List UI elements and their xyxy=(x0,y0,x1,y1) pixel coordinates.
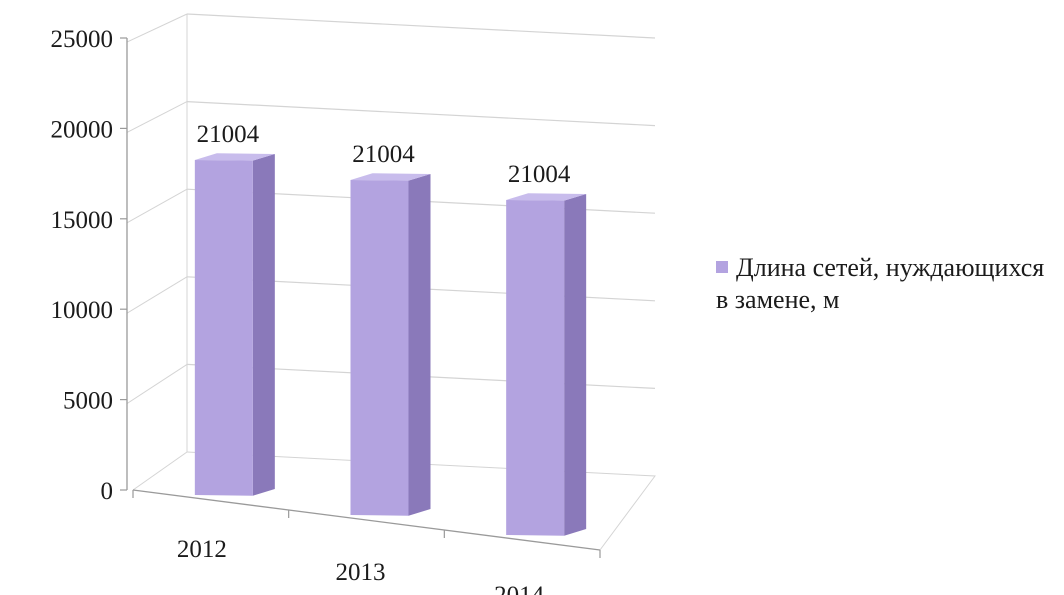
gridline xyxy=(186,13,656,39)
bars xyxy=(194,153,587,536)
bar-top xyxy=(194,153,275,161)
gridline-side xyxy=(126,276,188,314)
data-label: 21004 xyxy=(352,141,415,168)
floor-back-edge xyxy=(186,451,656,551)
bar-front xyxy=(506,199,565,536)
bar-side xyxy=(408,173,431,516)
x-tick-label: 2013 xyxy=(336,559,386,586)
y-tick-label: 10000 xyxy=(51,297,114,324)
bar-top xyxy=(506,193,587,201)
gridline-side xyxy=(126,363,188,405)
data-label: 21004 xyxy=(508,161,571,188)
axes xyxy=(120,37,601,558)
x-tick-label: 2012 xyxy=(177,536,227,563)
data-label: 21004 xyxy=(197,121,260,148)
gridline-side xyxy=(126,101,188,133)
x-tick-label: 2014 xyxy=(494,582,545,595)
y-tick-label: 15000 xyxy=(51,207,114,234)
bar xyxy=(506,193,587,536)
legend: Длина сетей, нуждающихся в замене, м xyxy=(716,252,1061,316)
x-axis xyxy=(132,489,601,551)
bar-top xyxy=(350,173,431,181)
bar-side xyxy=(252,153,275,496)
legend-label: Длина сетей, нуждающихся в замене, м xyxy=(716,253,1045,314)
floor-left-edge xyxy=(132,451,188,491)
y-tick-label: 0 xyxy=(101,478,114,505)
bar-front xyxy=(350,179,409,516)
bar-side xyxy=(564,193,587,536)
bar-front xyxy=(194,159,253,496)
gridline-side xyxy=(126,188,188,224)
y-tick-label: 5000 xyxy=(63,388,113,415)
y-tick-label: 20000 xyxy=(51,116,114,143)
labels: 0 5000 10000 15000 20000 25000 21004 2012 21004 2… xyxy=(51,26,571,595)
bar xyxy=(194,153,275,496)
legend-swatch xyxy=(716,261,728,273)
y-tick-label: 25000 xyxy=(51,26,114,53)
gridline xyxy=(186,101,656,127)
gridline-side xyxy=(126,13,188,43)
bar xyxy=(350,173,431,516)
